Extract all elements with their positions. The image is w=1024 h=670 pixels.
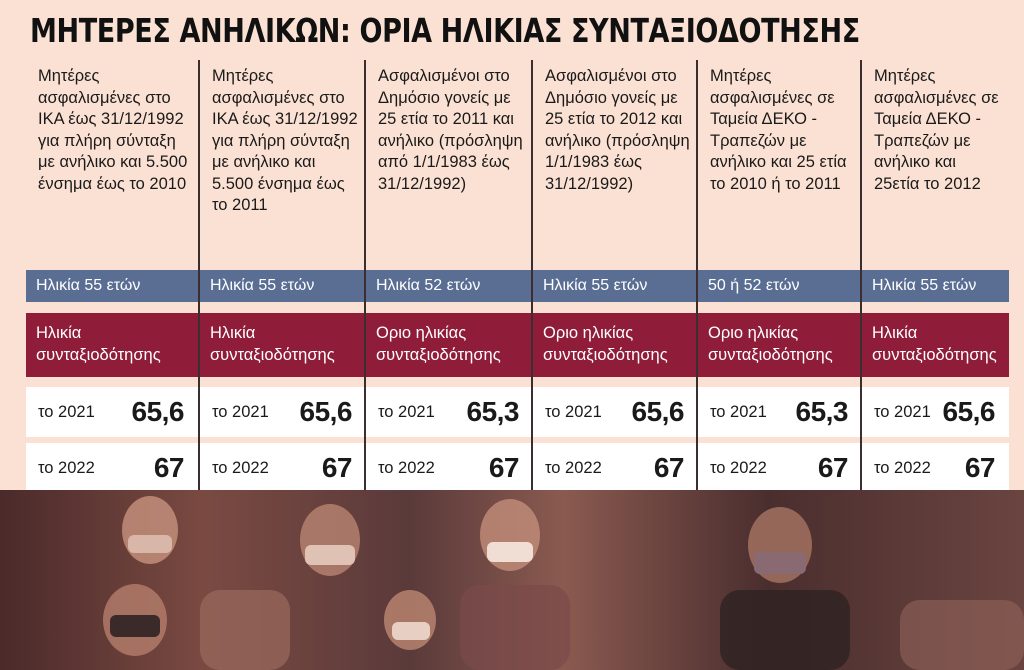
year-label: το 2021 bbox=[710, 403, 767, 421]
retirement-age-value: 67 bbox=[321, 452, 353, 483]
infographic-title: ΜΗΤΕΡΕΣ ΑΝΗΛΙΚΩΝ: ΟΡΙΑ ΗΛΙΚΙΑΣ ΣΥΝΤΑΞΙΟΔ… bbox=[30, 11, 860, 50]
value-row-2021: το 2021 65,3 bbox=[366, 387, 533, 437]
year-label: το 2022 bbox=[874, 459, 931, 477]
retirement-age-value: 65,6 bbox=[131, 396, 185, 427]
value-row-2021: το 2021 65,6 bbox=[26, 387, 198, 437]
year-label: το 2022 bbox=[38, 459, 95, 477]
retirement-age-value: 65,6 bbox=[631, 396, 685, 427]
value-row-2022: το 2022 67 bbox=[862, 443, 1009, 493]
retirement-age-value: 65,3 bbox=[795, 396, 849, 427]
value-row-2022: το 2022 67 bbox=[26, 443, 198, 493]
value-row-2022: το 2022 67 bbox=[200, 443, 366, 493]
table-column: Ασφαλισμένοι στο Δημόσιο γονείς με 25 ετ… bbox=[531, 60, 698, 493]
column-description: Μητέρες ασφαλισμένες σε Ταμεία ΔΕΚΟ - Τρ… bbox=[874, 67, 999, 193]
retirement-age-value: 67 bbox=[153, 452, 185, 483]
pension-infographic: ΜΗΤΕΡΕΣ ΑΝΗΛΙΚΩΝ: ΟΡΙΑ ΗΛΙΚΙΑΣ ΣΥΝΤΑΞΙΟΔ… bbox=[26, 11, 1009, 493]
year-label: το 2022 bbox=[545, 459, 602, 477]
year-label: το 2021 bbox=[378, 403, 435, 421]
retirement-age-value: 67 bbox=[817, 452, 849, 483]
table-column: Μητέρες ασφαλισμένες σε Ταμεία ΔΕΚΟ - Τρ… bbox=[696, 60, 862, 493]
retirement-age-value: 65,3 bbox=[466, 396, 520, 427]
age-band: Ηλικία 55 ετών bbox=[26, 270, 198, 302]
value-row-2021: το 2021 65,3 bbox=[698, 387, 862, 437]
table-column: Μητέρες ασφαλισμένες στο ΙΚΑ έως 31/12/1… bbox=[198, 60, 366, 493]
retirement-label: Ηλικία συνταξιοδότησης bbox=[200, 313, 366, 377]
column-description: Ασφαλισμένοι στο Δημόσιο γονείς με 25 ετ… bbox=[545, 67, 690, 193]
retirement-label: Ηλικία συνταξιοδότησης bbox=[26, 313, 198, 377]
year-label: το 2022 bbox=[212, 459, 269, 477]
year-label: το 2021 bbox=[38, 403, 95, 421]
year-label: το 2022 bbox=[710, 459, 767, 477]
value-row-2022: το 2022 67 bbox=[366, 443, 533, 493]
retirement-label: Οριο ηλικίας συνταξιοδότησης bbox=[533, 313, 698, 377]
crowd-photo bbox=[0, 490, 1024, 670]
retirement-label: Οριο ηλικίας συνταξιοδότησης bbox=[366, 313, 533, 377]
value-row-2022: το 2022 67 bbox=[698, 443, 862, 493]
year-label: το 2022 bbox=[378, 459, 435, 477]
table-column: Μητέρες ασφαλισμένες στο ΙΚΑ έως 31/12/1… bbox=[26, 60, 198, 493]
year-label: το 2021 bbox=[545, 403, 602, 421]
age-band: Ηλικία 55 ετών bbox=[533, 270, 698, 302]
year-label: το 2021 bbox=[874, 403, 931, 421]
value-row-2021: το 2021 65,6 bbox=[533, 387, 698, 437]
column-description: Ασφαλισμένοι στο Δημόσιο γονείς με 25 ετ… bbox=[378, 67, 523, 193]
retirement-age-value: 67 bbox=[964, 452, 996, 483]
age-band: Ηλικία 55 ετών bbox=[200, 270, 366, 302]
retirement-label: Οριο ηλικίας συνταξιοδότησης bbox=[698, 313, 862, 377]
column-description: Μητέρες ασφαλισμένες στο ΙΚΑ έως 31/12/1… bbox=[38, 67, 188, 193]
year-label: το 2021 bbox=[212, 403, 269, 421]
age-band: 50 ή 52 ετών bbox=[698, 270, 862, 302]
retirement-age-value: 65,6 bbox=[299, 396, 353, 427]
age-band: Ηλικία 52 ετών bbox=[366, 270, 533, 302]
value-row-2021: το 2021 65,6 bbox=[862, 387, 1009, 437]
crowd-illustration bbox=[103, 496, 1024, 670]
value-row-2021: το 2021 65,6 bbox=[200, 387, 366, 437]
retirement-age-value: 67 bbox=[653, 452, 685, 483]
age-band: Ηλικία 55 ετών bbox=[862, 270, 1009, 302]
retirement-age-value: 67 bbox=[488, 452, 520, 483]
retirement-age-value: 65,6 bbox=[942, 396, 996, 427]
table-column: Μητέρες ασφαλισμένες σε Ταμεία ΔΕΚΟ - Τρ… bbox=[860, 60, 1009, 493]
column-description: Μητέρες ασφαλισμένες στο ΙΚΑ έως 31/12/1… bbox=[212, 67, 358, 214]
value-row-2022: το 2022 67 bbox=[533, 443, 698, 493]
retirement-label: Ηλικία συνταξιοδότησης bbox=[862, 313, 1009, 377]
table-column: Ασφαλισμένοι στο Δημόσιο γονείς με 25 ετ… bbox=[364, 60, 533, 493]
column-description: Μητέρες ασφαλισμένες σε Ταμεία ΔΕΚΟ - Τρ… bbox=[710, 67, 847, 193]
